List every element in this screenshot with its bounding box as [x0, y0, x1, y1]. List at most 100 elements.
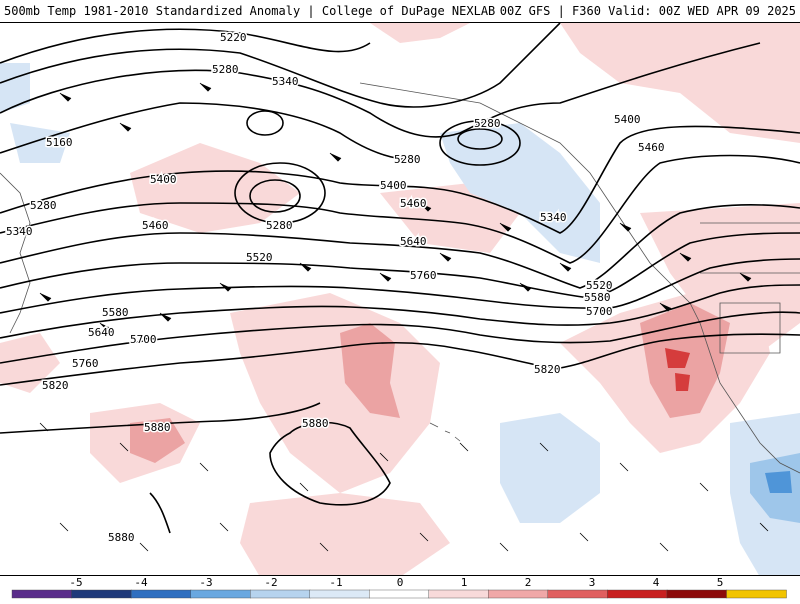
colorbar-swatch [428, 589, 489, 599]
closed-low [246, 110, 284, 136]
colorbar-swatch [547, 589, 608, 599]
model-run-info: 00Z GFS | F360 Valid: 00Z WED APR 09 202… [499, 4, 796, 18]
colorbar-tick-label: 5 [717, 576, 724, 589]
contour-line [0, 154, 800, 264]
warm-anomaly-area [0, 333, 60, 393]
contour-label: 5700 [586, 305, 613, 318]
contour-label: 5160 [46, 136, 73, 149]
colorbar-tick-label: 4 [653, 576, 660, 589]
warm-anomaly-core [665, 348, 690, 368]
coastlines [0, 82, 800, 474]
colorbar-tick-label: 0 [397, 576, 404, 589]
warm-anomaly-area [370, 23, 470, 43]
closed-low [249, 179, 301, 213]
contour-line [0, 284, 800, 339]
wind-barb [39, 422, 769, 532]
contour-label: 5580 [102, 306, 129, 319]
colorbar-tick-label: -2 [264, 576, 277, 589]
asia-coastline [0, 172, 31, 334]
contour-label: 5880 [144, 421, 171, 434]
contour-line [0, 125, 800, 234]
contour-label: 5820 [42, 379, 69, 392]
weather-map[interactable]: 5220 5280 5340 5160 5280 5400 5280 5340 … [0, 22, 800, 576]
warm-anomaly-area [560, 23, 800, 143]
contour-label: 5520 [246, 251, 273, 264]
colorbar-swatch [249, 589, 311, 599]
contour-label: 5340 [540, 211, 567, 224]
contour-label: 5340 [6, 225, 33, 238]
warm-anomaly-core [340, 323, 400, 418]
contour-label: 5400 [614, 113, 641, 126]
colorbar-swatch [488, 589, 549, 599]
map-title: 500mb Temp 1981-2010 Standardized Anomal… [4, 4, 496, 18]
map-canvas: 5220 5280 5340 5160 5280 5400 5280 5340 … [0, 23, 800, 575]
colorbar-tick-label: 2 [525, 576, 532, 589]
contour-line [0, 203, 800, 289]
wind-barb [39, 252, 672, 332]
colorbar-swatch [607, 589, 668, 599]
contour-line [0, 28, 371, 64]
colorbar-swatch [11, 589, 73, 599]
contour-line [0, 42, 761, 138]
colorbar-tick-label: 3 [589, 576, 596, 589]
warm-anomaly-core [130, 418, 185, 463]
warm-anomaly-core [675, 373, 690, 391]
contour-line [0, 402, 321, 434]
contour-line [0, 311, 800, 364]
warm-anomaly-area [240, 493, 450, 575]
closed-low [457, 128, 503, 150]
warm-anomaly-area [130, 143, 300, 233]
contour-label: 5760 [72, 357, 99, 370]
contour-label: 5340 [272, 75, 299, 88]
contour-label: 5820 [534, 363, 561, 376]
colorbar-swatch [666, 589, 728, 599]
colorbar-swatch [309, 589, 370, 599]
cold-anomaly-areas [0, 63, 800, 575]
warm-anomaly-area [230, 293, 440, 493]
contour-label: 5400 [150, 173, 177, 186]
contour-label: 5220 [220, 31, 247, 44]
colorbar-tick-label: -3 [199, 576, 212, 589]
colorbar-tick-label: 1 [461, 576, 468, 589]
alaska-coastline [359, 82, 651, 264]
contour-label: 5460 [638, 141, 665, 154]
contour-label: 5280 [394, 153, 421, 166]
cold-anomaly-area [440, 123, 600, 263]
colorbar-swatch [190, 589, 251, 599]
contour-label: 5400 [380, 179, 407, 192]
contour-line [0, 232, 800, 299]
contour-label: 5280 [474, 117, 501, 130]
height-contours [0, 23, 800, 534]
contour-label: 5580 [584, 291, 611, 304]
closed-low [234, 162, 326, 224]
wind-barbs [39, 82, 769, 552]
contour-label: 5640 [400, 235, 427, 248]
cold-anomaly-core [765, 471, 792, 493]
contour-line [149, 492, 171, 534]
contour-label: 5400 [380, 179, 407, 192]
contour-label: 5640 [88, 326, 115, 339]
contour-line [0, 23, 561, 108]
closed-low [439, 120, 521, 166]
colorbar-swatch [369, 589, 430, 599]
contour-label: 5880 [302, 417, 329, 430]
contour-label: 5280 [212, 63, 239, 76]
contour-label: 5520 [586, 279, 613, 292]
wind-barb [59, 82, 752, 282]
warm-anomaly-strong-areas [130, 303, 730, 463]
wind-barb [59, 522, 669, 552]
state-borders [700, 222, 800, 354]
contour-label: 5280 [30, 199, 57, 212]
colorbar-tick-label: -1 [329, 576, 342, 589]
contour-label: 5460 [142, 219, 169, 232]
colorbar-canvas: -5 -4 -3 -2 -1 0 1 2 3 4 5 [11, 576, 787, 599]
contour-line [0, 333, 800, 386]
contour-labels: 5220 5280 5340 5160 5280 5400 5280 5340 … [5, 30, 667, 546]
anomaly-colorbar: -5 -4 -3 -2 -1 0 1 2 3 4 5 [0, 576, 800, 600]
cold-anomaly-area [500, 413, 600, 523]
contour-line [269, 421, 391, 506]
colorbar-tick-label: -4 [134, 576, 148, 589]
colorbar-swatch [130, 589, 192, 599]
contour-line [0, 102, 421, 161]
map-header: 500mb Temp 1981-2010 Standardized Anomal… [0, 0, 800, 22]
